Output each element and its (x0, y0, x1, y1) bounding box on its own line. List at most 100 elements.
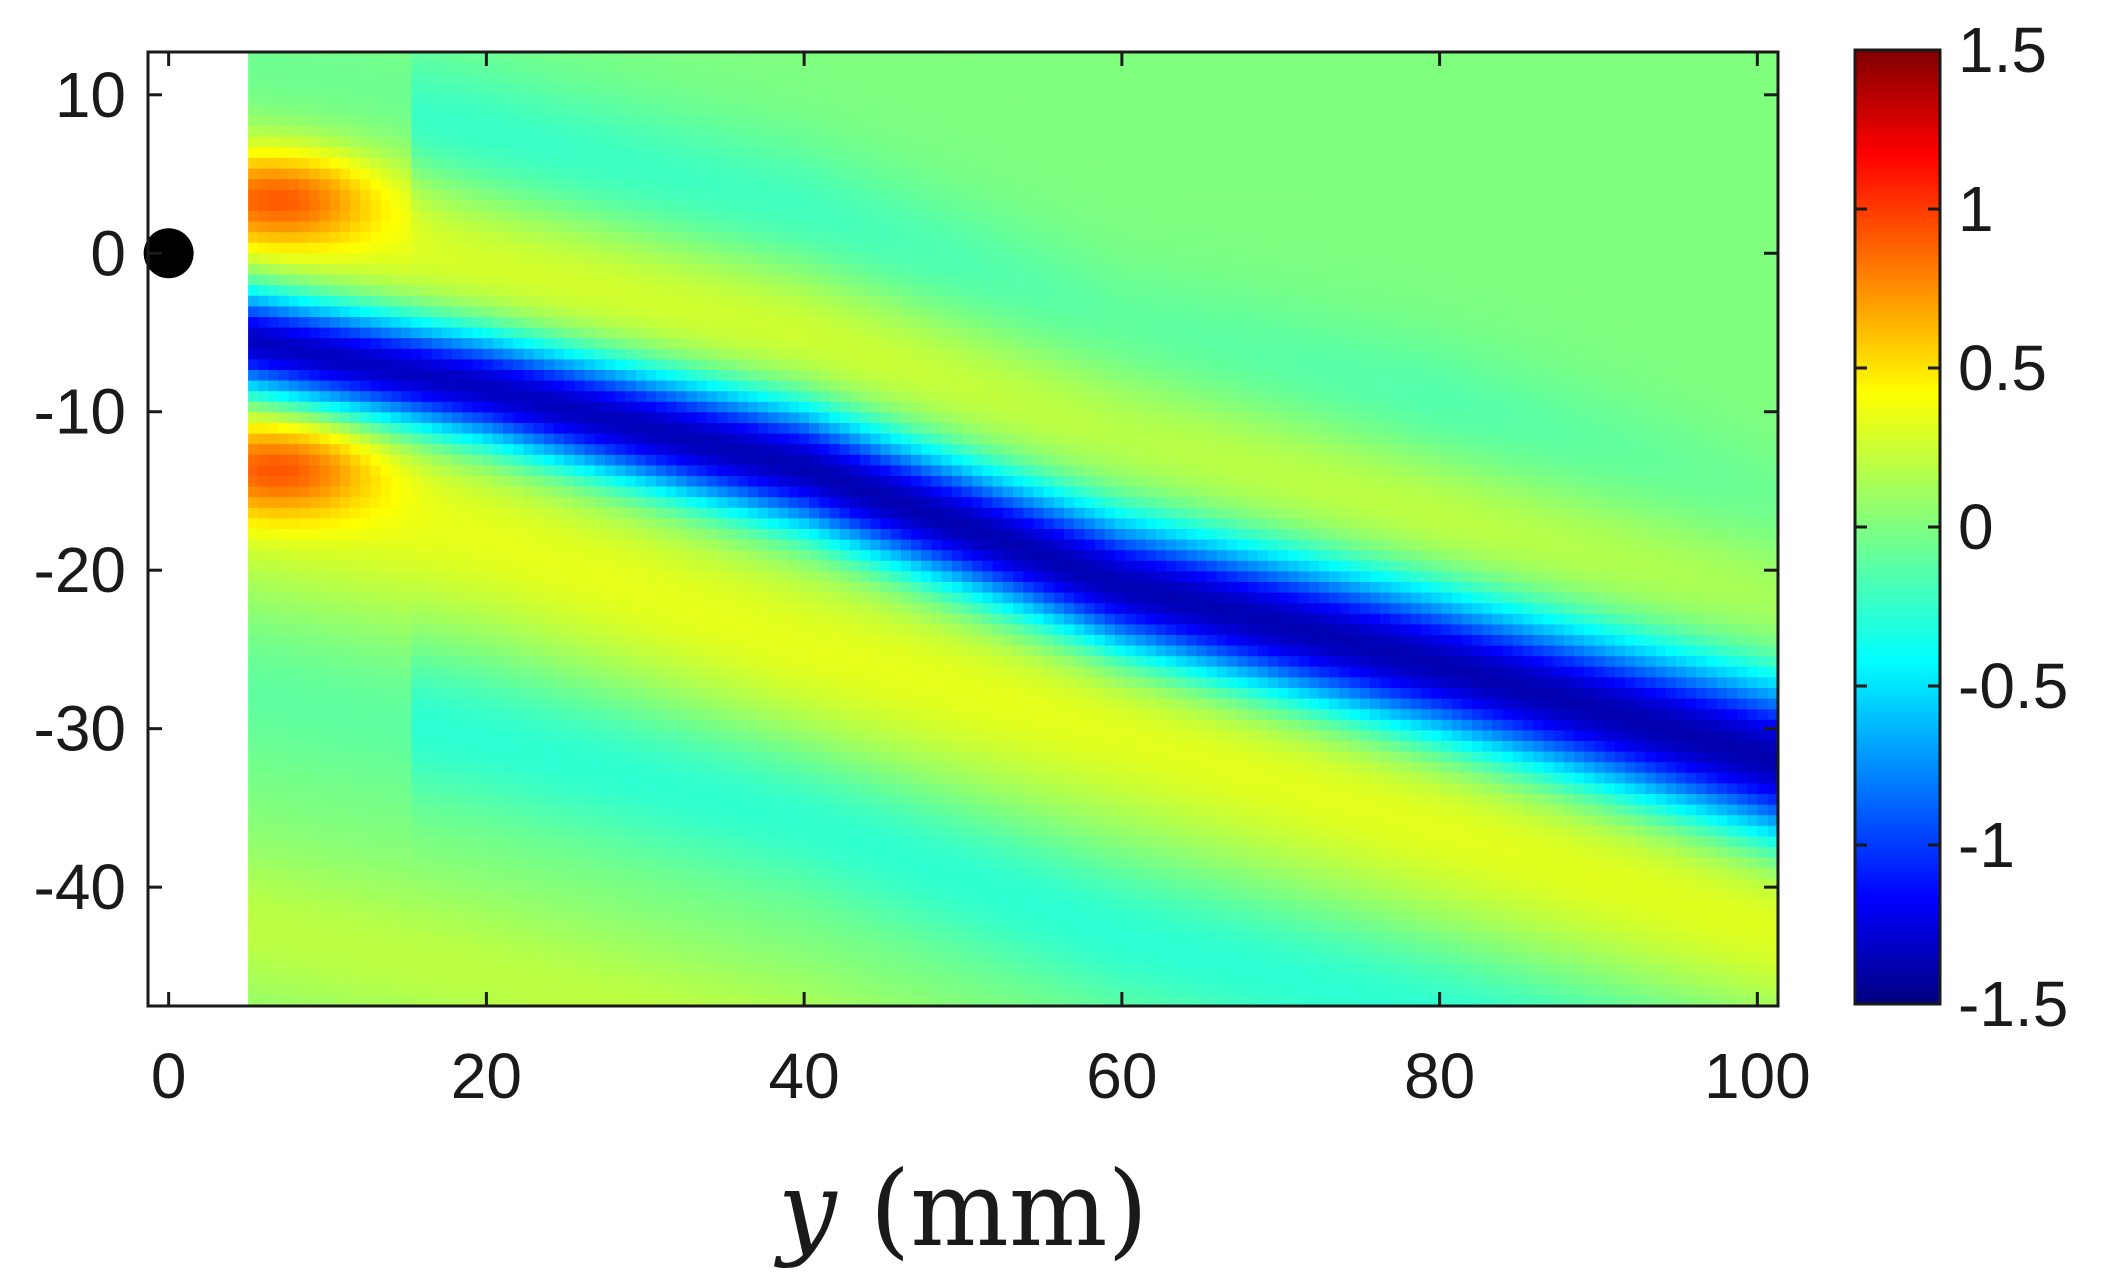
heatmap-cell (462, 62, 474, 74)
heatmap-cell (421, 529, 433, 541)
heatmap-cell (656, 751, 667, 763)
heatmap-cell (380, 984, 392, 996)
heatmap-cell (492, 507, 504, 519)
heatmap-cell (564, 709, 576, 721)
heatmap-cell (625, 984, 637, 996)
heatmap-cell (758, 136, 769, 148)
heatmap-cell (523, 560, 535, 572)
heatmap-cell (758, 370, 769, 382)
heatmap-cell (554, 168, 565, 180)
heatmap-cell (278, 518, 290, 530)
heatmap-cell (778, 126, 790, 138)
heatmap-cell (431, 688, 443, 700)
heatmap-cell (758, 242, 769, 254)
heatmap-cell (523, 942, 535, 954)
heatmap-cell (370, 783, 382, 795)
heatmap-cell (798, 772, 810, 784)
heatmap-cell (380, 221, 392, 233)
heatmap-cell (788, 571, 800, 583)
heatmap-cell (268, 825, 280, 837)
heatmap-cell (594, 221, 606, 233)
heatmap-cell (645, 105, 657, 117)
heatmap-cell (666, 253, 678, 265)
heatmap-cell (431, 497, 443, 509)
heatmap-cell (554, 984, 565, 996)
heatmap-cell (503, 582, 514, 594)
heatmap-cell (482, 878, 494, 890)
heatmap-cell (737, 126, 749, 138)
heatmap-cell (472, 560, 484, 572)
heatmap-cell (278, 507, 290, 519)
heatmap-cell (747, 953, 759, 965)
heatmap-cell (513, 624, 525, 636)
heatmap-cell (329, 592, 341, 604)
heatmap-cell (248, 401, 259, 413)
heatmap-cell (503, 221, 514, 233)
heatmap-cell (584, 242, 596, 254)
heatmap-cell (798, 857, 810, 869)
heatmap-cell (492, 963, 504, 975)
heatmap-cell (350, 847, 361, 859)
heatmap-cell (523, 815, 535, 827)
heatmap-cell (350, 582, 361, 594)
heatmap-cell (574, 539, 586, 551)
heatmap-cell (401, 783, 412, 795)
heatmap-cell (309, 359, 321, 371)
heatmap-cell (574, 158, 586, 170)
heatmap-cell (727, 730, 739, 742)
heatmap-cell (482, 73, 494, 85)
heatmap-cell (676, 370, 688, 382)
heatmap-cell (248, 380, 259, 392)
heatmap-cell (492, 550, 504, 562)
heatmap-cell (441, 221, 453, 233)
heatmap-cell (390, 931, 402, 943)
heatmap-cell (615, 348, 627, 360)
heatmap-cell (329, 560, 341, 572)
heatmap-cell (574, 974, 586, 986)
heatmap-cell (666, 815, 678, 827)
heatmap-cell (543, 995, 555, 1006)
heatmap-cell (492, 348, 504, 360)
heatmap-cell (768, 338, 780, 350)
heatmap-cell (533, 666, 545, 678)
heatmap-cell (339, 857, 351, 869)
heatmap-cell (288, 380, 300, 392)
heatmap-cell (605, 200, 616, 212)
heatmap-cell (615, 423, 627, 435)
heatmap-cell (411, 158, 423, 170)
heatmap-cell (319, 815, 331, 827)
heatmap-cell (380, 741, 392, 753)
heatmap-cell (268, 529, 280, 541)
heatmap-cell (350, 635, 361, 647)
heatmap-cell (554, 656, 565, 668)
heatmap-cell (605, 910, 616, 922)
heatmap-cell (299, 931, 310, 943)
heatmap-cell (686, 147, 698, 159)
heatmap-cell (258, 995, 270, 1006)
heatmap-cell (605, 635, 616, 647)
heatmap-cell (401, 454, 412, 466)
heatmap-cell (758, 677, 769, 689)
heatmap-cell (717, 433, 729, 445)
heatmap-cell (309, 825, 321, 837)
heatmap-cell (370, 147, 382, 159)
heatmap-cell (380, 126, 392, 138)
heatmap-cell (727, 94, 739, 106)
heatmap-cell (574, 984, 586, 996)
heatmap-cell (696, 126, 708, 138)
heatmap-cell (574, 645, 586, 657)
heatmap-cell (288, 423, 300, 435)
heatmap-cell (411, 719, 423, 731)
heatmap-cell (299, 762, 310, 774)
heatmap-cell (645, 465, 657, 477)
heatmap-cell (503, 953, 514, 965)
heatmap-cell (656, 878, 667, 890)
heatmap-cell (431, 942, 443, 954)
heatmap-cell (288, 794, 300, 806)
heatmap-cell (758, 264, 769, 276)
heatmap-cell (380, 836, 392, 848)
heatmap-cell (258, 825, 270, 837)
heatmap-cell (686, 560, 698, 572)
heatmap-cell (452, 274, 463, 286)
heatmap-cell (737, 189, 749, 201)
